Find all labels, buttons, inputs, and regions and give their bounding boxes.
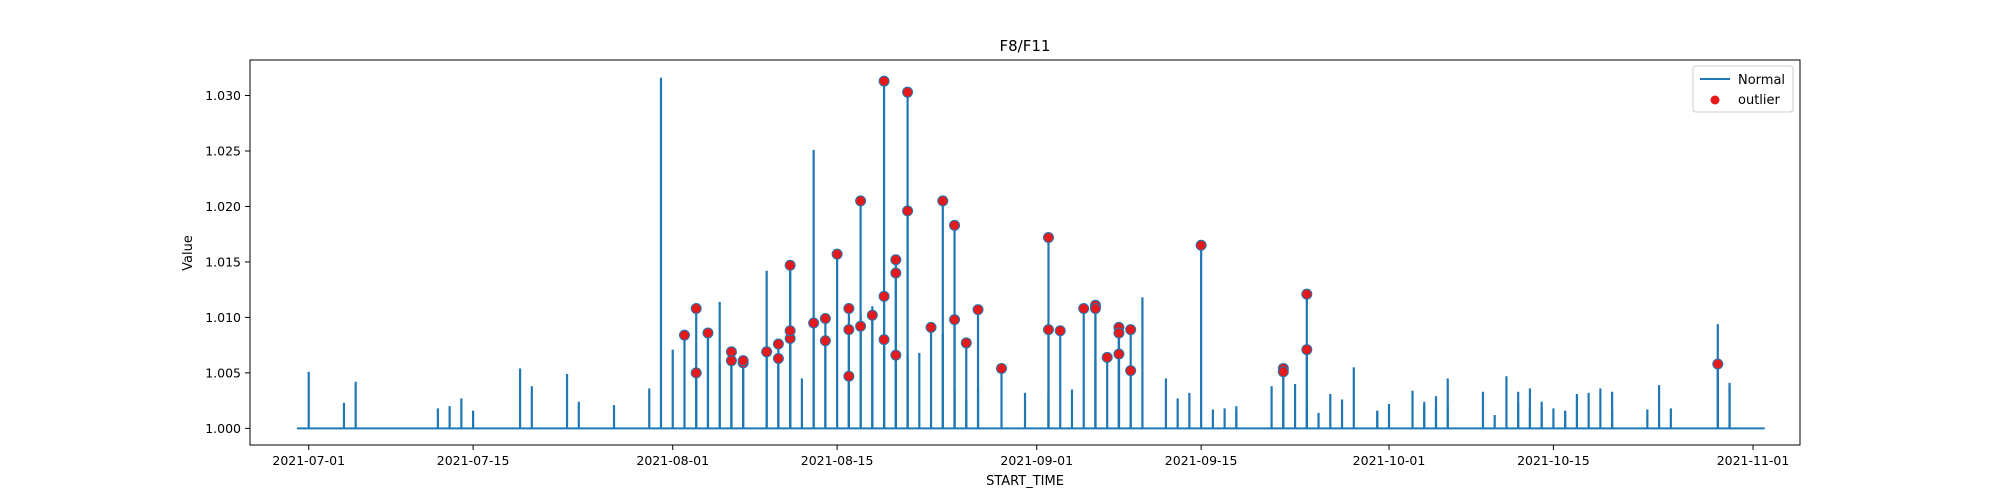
y-tick-label: 1.030 (205, 88, 241, 103)
y-axis-label: Value (181, 235, 196, 271)
legend-outlier-label: outlier (1738, 93, 1781, 108)
legend: Normal outlier (1692, 65, 1794, 113)
outlier-point (843, 324, 855, 336)
outlier-point (902, 205, 914, 217)
outlier-point (772, 352, 784, 364)
outlier-point (878, 75, 890, 87)
plot-frame (249, 59, 1801, 446)
outlier-point (902, 86, 914, 98)
outlier-point (819, 313, 831, 325)
y-tick-label: 1.005 (205, 365, 241, 380)
outlier-point (1301, 288, 1313, 300)
outlier-point (949, 314, 961, 326)
y-tick-label: 1.000 (205, 421, 241, 436)
outlier-point (1301, 344, 1313, 356)
outlier-point (1101, 351, 1113, 363)
x-tick-label: 2021-07-01 (272, 453, 345, 468)
outlier-point (819, 335, 831, 347)
outlier-point (678, 329, 690, 341)
y-tick-label: 1.015 (205, 254, 241, 269)
outlier-point (866, 309, 878, 321)
x-axis: 2021-07-01 2021-07-15 2021-08-01 2021-08-15… (272, 445, 1789, 468)
outlier-point (878, 334, 890, 346)
outlier-point (808, 317, 820, 329)
outlier-point (949, 219, 961, 231)
outlier-point (937, 195, 949, 207)
y-tick-label: 1.010 (205, 310, 241, 325)
outlier-point (761, 346, 773, 358)
outlier-point (1195, 239, 1207, 251)
x-tick-label: 2021-08-15 (801, 453, 874, 468)
outlier-point (996, 362, 1008, 374)
outlier-point (772, 338, 784, 350)
outlier-point (1089, 303, 1101, 315)
outlier-point (1113, 348, 1125, 360)
outlier-point (702, 327, 714, 339)
outlier-point (878, 290, 890, 302)
x-tick-label: 2021-08-01 (636, 453, 709, 468)
chart-title: F8/F11 (1000, 37, 1051, 55)
x-tick-label: 2021-10-01 (1353, 453, 1426, 468)
outlier-point (1712, 358, 1724, 370)
outlier-point (855, 195, 867, 207)
outlier-point (972, 304, 984, 316)
y-tick-label: 1.020 (205, 199, 241, 214)
outlier-point (1042, 232, 1054, 244)
outlier-point (843, 370, 855, 382)
outlier-point (831, 248, 843, 260)
outlier-point (890, 267, 902, 279)
x-tick-label: 2021-11-01 (1717, 453, 1790, 468)
outlier-point (843, 303, 855, 315)
plot-area (296, 75, 1765, 430)
outlier-point (1125, 365, 1137, 377)
outlier-point (784, 325, 796, 337)
y-tick-label: 1.025 (205, 143, 241, 158)
outlier-point (890, 349, 902, 361)
outlier-point (690, 367, 702, 379)
outlier-point (690, 303, 702, 315)
outlier-point (1078, 303, 1090, 315)
outlier-point (1113, 327, 1125, 339)
outlier-point (855, 320, 867, 332)
outlier-point (925, 321, 937, 333)
x-tick-label: 2021-09-01 (1000, 453, 1073, 468)
outlier-point (890, 254, 902, 266)
outlier-point (725, 355, 737, 367)
y-axis: 1.000 1.005 1.010 1.015 1.020 1.025 1.030 (205, 88, 250, 436)
x-tick-label: 2021-09-15 (1165, 453, 1238, 468)
x-tick-label: 2021-07-15 (437, 453, 510, 468)
outlier-point (1277, 366, 1289, 378)
legend-normal-label: Normal (1738, 73, 1785, 88)
outlier-point (1054, 325, 1066, 337)
x-axis-label: START_TIME (986, 474, 1064, 489)
legend-outlier-swatch (1710, 95, 1720, 105)
outlier-point (1125, 324, 1137, 336)
outlier-point (1042, 324, 1054, 336)
outlier-point (960, 337, 972, 349)
x-tick-label: 2021-10-15 (1517, 453, 1590, 468)
outlier-point (784, 259, 796, 271)
outlier-point (737, 355, 749, 367)
